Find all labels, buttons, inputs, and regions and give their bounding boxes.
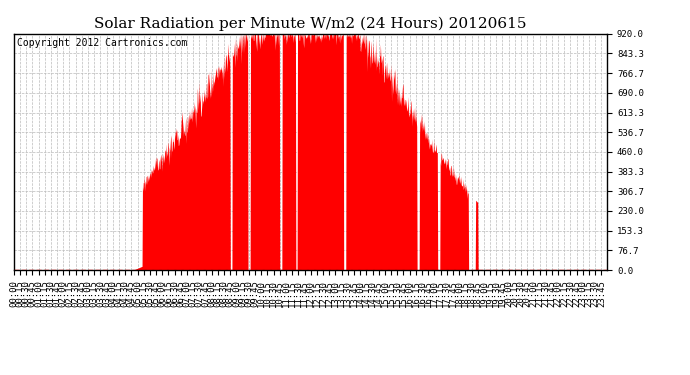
Title: Solar Radiation per Minute W/m2 (24 Hours) 20120615: Solar Radiation per Minute W/m2 (24 Hour… [95,17,526,31]
Text: Copyright 2012 Cartronics.com: Copyright 2012 Cartronics.com [17,39,187,48]
